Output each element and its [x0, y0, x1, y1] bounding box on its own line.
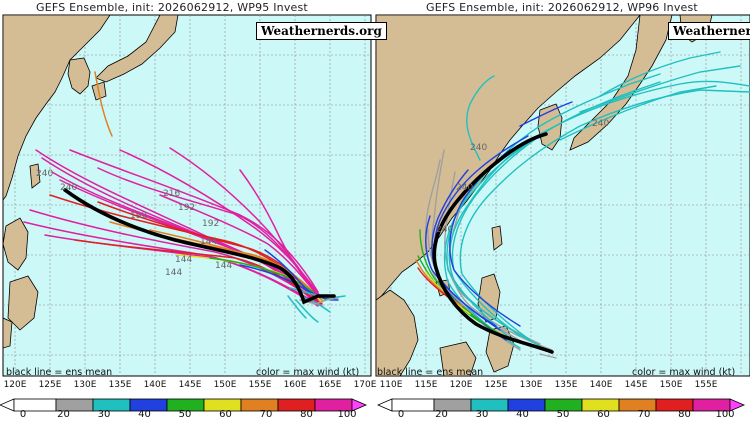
left-hour-label: 144	[165, 268, 182, 278]
longitude-label: 130E	[73, 380, 97, 390]
right-hour-label: 240	[436, 225, 453, 235]
colorbar-right-arrow	[351, 398, 368, 412]
right-korea	[537, 103, 563, 151]
colorbar-tick-label: 20	[57, 409, 70, 420]
right-indochina	[376, 289, 419, 376]
longitude-label: 130E	[519, 380, 543, 390]
right-taiwan	[491, 225, 503, 251]
left-map-panel: 216 240 192 192 192 144 144 144 144 240	[2, 14, 372, 377]
longitude-label: 120E	[3, 380, 27, 390]
left-track-hour-labels: 216 240 192 192 192 144 144 144 144 240	[36, 169, 232, 278]
colorbar-tick-label: 20	[435, 409, 448, 420]
left-hour-label: 192	[130, 211, 147, 221]
left-taiwan	[29, 163, 41, 189]
colorbar-right-panel-left-arrow	[376, 398, 393, 412]
colorbar-right-segments	[433, 398, 731, 412]
longitude-label: 125E	[38, 380, 62, 390]
longitude-label: 150E	[659, 380, 683, 390]
longitude-label: 120E	[449, 380, 473, 390]
right-borneo	[439, 341, 477, 376]
colorbar-tick-label: 60	[597, 409, 610, 420]
colorbar-tick-label: 80	[300, 409, 313, 420]
longitude-label: 110E	[379, 380, 403, 390]
colorbar-tick-label: 70	[259, 409, 273, 420]
longitude-label: 140E	[143, 380, 167, 390]
colorbar-tick-label: 60	[219, 409, 232, 420]
right-china-mainland	[376, 15, 641, 301]
left-ocean	[2, 14, 372, 377]
colorbar	[0, 377, 746, 422]
left-footer-right: color = max wind (kt)	[256, 367, 360, 378]
left-japan	[95, 15, 179, 83]
left-ensemble-mean-track	[63, 188, 336, 305]
longitude-label: 135E	[108, 380, 132, 390]
left-hour-label: 192	[202, 219, 219, 229]
longitude-label: 165E	[318, 380, 342, 390]
left-hour-label: 144	[175, 255, 192, 265]
right-ensemble-mean-track	[432, 132, 554, 354]
left-luzon	[3, 217, 29, 271]
left-philippines-south	[7, 275, 39, 331]
left-footer-left: black line = ens mean	[6, 367, 113, 378]
right-hour-label: 240	[592, 119, 609, 129]
right-hour-label: 240	[470, 143, 487, 153]
longitude-label: 135E	[554, 380, 578, 390]
right-ensemble-tracks	[415, 51, 750, 359]
colorbar-tick-label: 70	[637, 409, 651, 420]
left-hour-label: 240	[60, 183, 77, 193]
left-hour-label: 192	[178, 203, 195, 213]
longitude-label: 145E	[624, 380, 648, 390]
left-korea	[67, 57, 91, 95]
right-map-panel: 240 240 240 240	[375, 14, 750, 377]
longitude-label: 115E	[414, 380, 438, 390]
colorbar-tick-label: 0	[19, 409, 27, 420]
left-land	[3, 15, 179, 349]
longitude-label: 160E	[283, 380, 307, 390]
colorbar-tick-label: 40	[138, 409, 151, 420]
longitude-label: 125E	[484, 380, 508, 390]
left-borneo	[3, 317, 13, 349]
left-hour-label: 216	[163, 189, 180, 199]
left-brand-label: Weathernerds.org	[256, 22, 387, 40]
colorbar-tick-label: 30	[97, 409, 111, 420]
longitude-label: 155E	[694, 380, 718, 390]
left-hour-label: 144	[200, 237, 217, 247]
right-footer-left: black line = ens mean	[377, 367, 484, 378]
right-brand-label: Weathernerds.org	[668, 22, 750, 40]
longitude-label: 155E	[248, 380, 272, 390]
longitude-label: 140E	[589, 380, 613, 390]
left-panel-title: GEFS Ensemble, init: 2026062912, WP95 In…	[36, 1, 308, 14]
right-hour-label: 240	[456, 183, 473, 193]
colorbar-tick-label: 100	[715, 409, 735, 420]
longitude-label: 150E	[213, 380, 237, 390]
colorbar-tick-label: 30	[475, 409, 489, 420]
longitude-label: 145E	[178, 380, 202, 390]
left-hour-label: 240	[36, 169, 53, 179]
longitude-label: 170E	[353, 380, 377, 390]
left-asia-mainland	[3, 15, 111, 201]
right-track-hour-labels: 240 240 240 240	[436, 119, 609, 235]
colorbar-left-arrow	[0, 398, 15, 412]
colorbar-tick-label: 50	[556, 409, 570, 420]
colorbar-tick-label: 50	[178, 409, 192, 420]
right-footer-right: color = max wind (kt)	[632, 367, 736, 378]
right-panel-title: GEFS Ensemble, init: 2026062912, WP96 In…	[426, 1, 698, 14]
colorbar-tick-label: 40	[516, 409, 529, 420]
colorbar-tick-label: 100	[337, 409, 357, 420]
colorbar-tick-label: 0	[397, 409, 405, 420]
left-hour-label: 144	[215, 261, 232, 271]
colorbar-right-panel-right-arrow	[729, 398, 746, 412]
colorbar-segments	[55, 398, 353, 412]
colorbar-tick-label: 80	[678, 409, 691, 420]
